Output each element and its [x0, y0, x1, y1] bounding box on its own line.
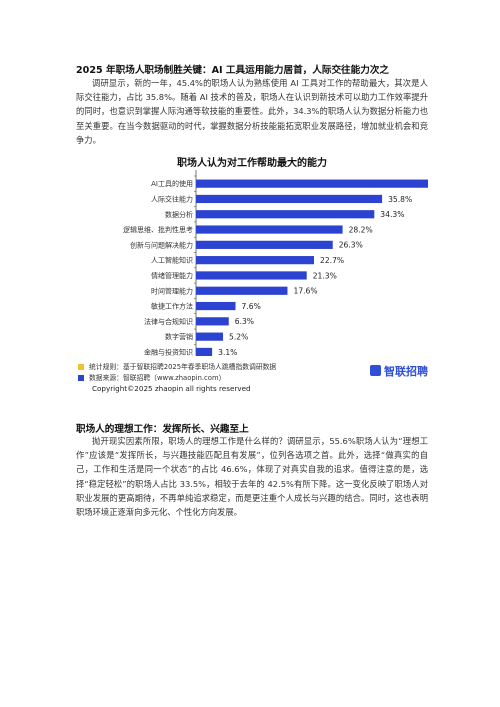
- data-label: 5.2%: [229, 332, 248, 341]
- legend-source: 数据来源：智联招聘（www.zhaopin.com）: [78, 372, 225, 382]
- data-label: 22.7%: [320, 256, 344, 265]
- category-label: 金融与投资知识: [144, 347, 193, 356]
- category-label: 人工智能知识: [151, 256, 193, 265]
- category-label: 情绪管理能力: [151, 271, 193, 280]
- category-label: 敏捷工作方法: [151, 302, 193, 311]
- section-title-workplace-skills: 2025 年职场人职场制胜关键：AI 工具运用能力居首，人际交往能力次之: [76, 65, 389, 76]
- data-label: 21.3%: [313, 271, 337, 280]
- zhaopin-logo-icon: [370, 365, 381, 376]
- category-label: 逻辑思维、批判性思考: [123, 225, 193, 234]
- chart-title: 职场人认为对工作帮助最大的能力: [177, 158, 327, 169]
- data-label: 34.3%: [380, 210, 404, 219]
- bar: [196, 301, 236, 311]
- bar: [196, 210, 375, 219]
- category-label: 创新与问题解决能力: [130, 240, 193, 249]
- bar: [196, 256, 314, 265]
- legend-source-text: 数据来源：智联招聘（www.zhaopin.com）: [89, 374, 226, 382]
- data-label: 6.3%: [235, 317, 254, 326]
- section-paragraph-workplace-skills: 调研显示，新的一年，45.4%的职场人认为熟练使用 AI 工具对工作的帮助最大，…: [76, 78, 428, 145]
- legend-swatch-rule: [78, 364, 84, 370]
- category-label: 人际交往能力: [151, 194, 193, 203]
- bar: [196, 271, 307, 280]
- section-paragraph-ideal-job: 抛开现实因素所限，职场人的理想工作是什么样的？调研显示，55.6%职场人认为“理…: [76, 436, 428, 518]
- bar-chart: AI工具的使用45.4%人际交往能力35.8%数据分析34.3%逻辑思维、批判性…: [123, 170, 428, 356]
- data-label: 26.3%: [339, 241, 363, 250]
- bar: [196, 317, 229, 326]
- bar: [196, 347, 213, 356]
- data-label: 7.6%: [242, 302, 261, 311]
- copyright-notice: Copyright©2025 zhaopin all rights reserv…: [92, 384, 251, 393]
- bar: [196, 179, 428, 188]
- category-label: 法律与合规知识: [144, 317, 193, 326]
- data-label: 3.1%: [218, 348, 237, 356]
- data-label: 28.2%: [349, 225, 373, 234]
- logo-text: 智联招聘: [384, 365, 428, 378]
- zhaopin-logo: 智联招聘: [370, 363, 428, 379]
- legend-rule: 统计规则：基于智联招聘2025年春季职场人跳槽指数调研数据: [78, 361, 276, 371]
- data-label: 17.6%: [293, 287, 317, 296]
- bar: [196, 240, 333, 249]
- category-label: 数据分析: [165, 210, 193, 219]
- legend-swatch-source: [78, 375, 84, 381]
- bar: [196, 332, 224, 341]
- category-label: 数字营销: [165, 332, 193, 341]
- section-title-ideal-job: 职场人的理想工作：发挥所长、兴趣至上: [76, 424, 249, 435]
- category-label: AI工具的使用: [151, 179, 193, 188]
- legend-rule-text: 统计规则：基于智联招聘2025年春季职场人跳槽指数调研数据: [89, 363, 277, 371]
- bar: [196, 194, 383, 204]
- bar: [196, 225, 343, 234]
- data-label: 35.8%: [388, 195, 412, 204]
- bar: [196, 286, 288, 295]
- category-label: 时间管理能力: [151, 286, 193, 295]
